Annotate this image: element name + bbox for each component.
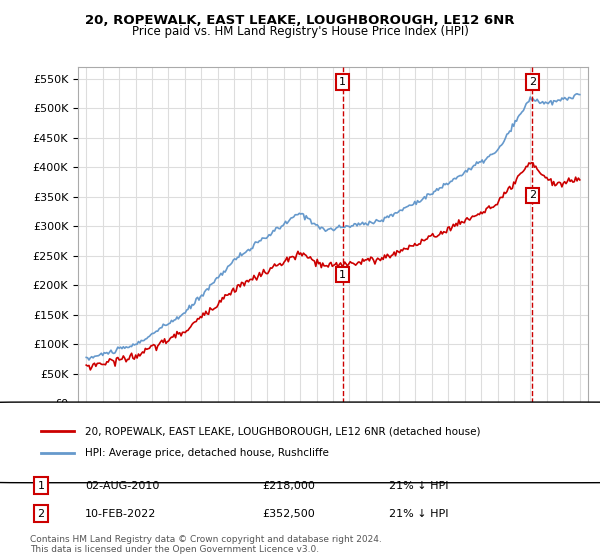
Text: 1: 1	[339, 77, 346, 87]
Text: 20, ROPEWALK, EAST LEAKE, LOUGHBOROUGH, LE12 6NR (detached house): 20, ROPEWALK, EAST LEAKE, LOUGHBOROUGH, …	[85, 426, 481, 436]
Text: HPI: Average price, detached house, Rushcliffe: HPI: Average price, detached house, Rush…	[85, 449, 329, 459]
Text: 21% ↓ HPI: 21% ↓ HPI	[389, 508, 448, 519]
Text: 1: 1	[38, 480, 44, 491]
Text: 10-FEB-2022: 10-FEB-2022	[85, 508, 157, 519]
Text: £218,000: £218,000	[262, 480, 315, 491]
FancyBboxPatch shape	[0, 402, 600, 483]
Text: Contains HM Land Registry data © Crown copyright and database right 2024.
This d: Contains HM Land Registry data © Crown c…	[30, 535, 382, 554]
Text: £352,500: £352,500	[262, 508, 314, 519]
Text: 2: 2	[37, 508, 44, 519]
Text: Price paid vs. HM Land Registry's House Price Index (HPI): Price paid vs. HM Land Registry's House …	[131, 25, 469, 38]
Text: 21% ↓ HPI: 21% ↓ HPI	[389, 480, 448, 491]
Text: 02-AUG-2010: 02-AUG-2010	[85, 480, 160, 491]
Text: 1: 1	[339, 270, 346, 279]
Text: 2: 2	[529, 190, 536, 200]
Text: 2: 2	[529, 77, 536, 87]
Text: 20, ROPEWALK, EAST LEAKE, LOUGHBOROUGH, LE12 6NR: 20, ROPEWALK, EAST LEAKE, LOUGHBOROUGH, …	[85, 14, 515, 27]
